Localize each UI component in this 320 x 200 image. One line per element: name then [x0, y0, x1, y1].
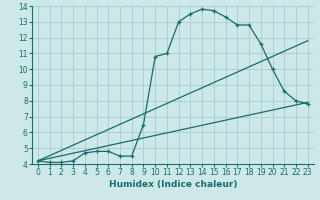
X-axis label: Humidex (Indice chaleur): Humidex (Indice chaleur) [108, 180, 237, 189]
